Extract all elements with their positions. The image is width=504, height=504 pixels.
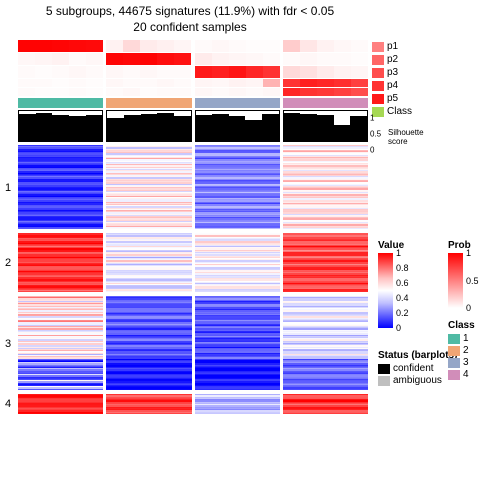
legend-item-class-2: 2	[448, 345, 475, 356]
legend-title: Status (barplots)	[378, 350, 457, 361]
chart-subtitle: 20 confident samples	[0, 20, 380, 34]
heatmap-block-2: 2	[18, 233, 368, 293]
annot-label-p2: p2	[372, 53, 412, 66]
block-label-3: 3	[5, 338, 11, 350]
class-row	[18, 98, 368, 108]
prob-row-p4	[18, 79, 368, 87]
heatmap-block-3: 3	[18, 296, 368, 391]
legend-item-class-4: 4	[448, 369, 475, 380]
heatmap-main: 123 4	[18, 40, 368, 417]
status-legend: Status (barplots) confidentambiguous	[378, 350, 457, 387]
heatmap-block-1: 1	[18, 145, 368, 230]
prob-row-p2	[18, 53, 368, 65]
legend-title: Class	[448, 320, 475, 331]
block-label-2: 2	[5, 257, 11, 269]
prob-legend: Prob10.50	[448, 240, 471, 308]
block-label-4: 4	[5, 398, 11, 410]
prob-row-p5	[18, 88, 368, 96]
legend-gradient: 10.50	[448, 253, 463, 308]
annot-label-p5: p5	[372, 92, 412, 105]
heatmap-block-4: 4	[18, 394, 368, 414]
annotation-labels: p1p2p3p4p5Class	[372, 40, 412, 118]
prob-row-p3	[18, 66, 368, 78]
prob-row-p1	[18, 40, 368, 52]
annot-label-p4: p4	[372, 79, 412, 92]
chart-title: 5 subgroups, 44675 signatures (11.9%) wi…	[0, 4, 380, 18]
legend-item-class-1: 1	[448, 333, 475, 344]
block-label-1: 1	[5, 182, 11, 194]
annot-label-p1: p1	[372, 40, 412, 53]
annot-label-p3: p3	[372, 66, 412, 79]
value-legend: Value10.80.60.40.20	[378, 240, 404, 328]
legend-item-class-3: 3	[448, 357, 475, 368]
legend-gradient: 10.80.60.40.20	[378, 253, 393, 328]
silhouette-row	[18, 110, 368, 142]
class-legend: Class 1234	[448, 320, 475, 381]
legend-item-confident: confident	[378, 363, 457, 374]
annot-label-Class: Class	[372, 105, 412, 118]
legend-item-ambiguous: ambiguous	[378, 375, 457, 386]
